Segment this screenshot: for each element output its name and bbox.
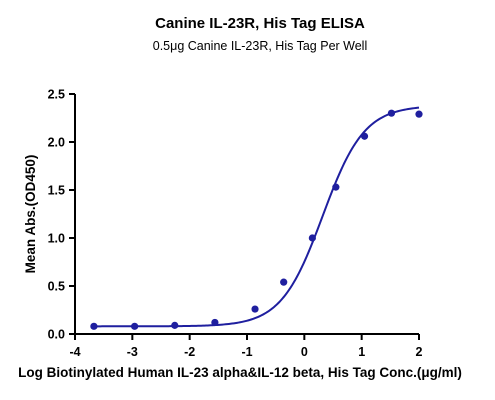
y-tick-label: 2.5 <box>48 88 65 102</box>
data-point <box>131 322 139 330</box>
x-tick-label: -2 <box>184 345 195 359</box>
y-tick-label: 1.0 <box>48 232 65 246</box>
data-point <box>211 318 219 327</box>
y-tick-label: 0.5 <box>48 280 65 294</box>
x-axis-label: Log Biotinylated Human IL-23 alpha&IL-12… <box>18 365 462 380</box>
y-axis-label: Mean Abs.(OD450) <box>23 155 38 274</box>
data-point <box>171 321 179 329</box>
x-tick-label: -1 <box>241 345 252 359</box>
x-tick-label: -3 <box>127 345 138 359</box>
fit-curve <box>93 106 420 328</box>
x-axis-ticks: -4 -3 -2 -1 0 1 2 <box>69 334 423 359</box>
chart-title: Canine IL-23R, His Tag ELISA <box>155 15 365 32</box>
data-point <box>360 132 369 140</box>
axes <box>74 94 419 335</box>
y-tick-label: 1.5 <box>48 184 65 198</box>
data-point <box>308 234 316 242</box>
x-tick-label: -4 <box>69 345 80 359</box>
data-point <box>90 322 98 330</box>
x-tick-label: 2 <box>416 345 423 359</box>
data-point <box>251 305 259 313</box>
data-point <box>387 109 396 117</box>
data-point <box>280 278 288 286</box>
data-points <box>90 109 423 330</box>
x-tick-label: 1 <box>358 345 365 359</box>
data-point <box>415 110 423 118</box>
y-tick-label: 0.0 <box>48 328 65 342</box>
x-tick-label: 0 <box>301 345 308 359</box>
y-axis-ticks: 0.0 0.5 1.0 1.5 2.0 2.5 <box>48 88 75 342</box>
chart-subtitle: 0.5μg Canine IL-23R, His Tag Per Well <box>153 39 367 53</box>
y-tick-label: 2.0 <box>48 136 65 150</box>
data-point <box>332 183 340 191</box>
